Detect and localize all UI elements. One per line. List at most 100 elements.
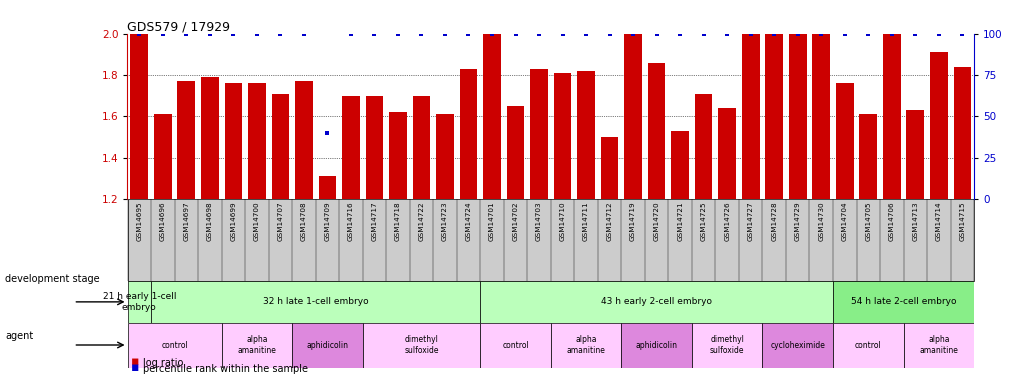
Bar <box>127 322 221 368</box>
Bar <box>151 281 480 322</box>
Bar <box>764 34 783 199</box>
Text: percentile rank within the sample: percentile rank within the sample <box>143 364 308 374</box>
Text: GSM14703: GSM14703 <box>536 201 541 241</box>
Bar <box>294 81 313 199</box>
Bar <box>550 322 621 368</box>
Bar <box>811 34 829 199</box>
Bar <box>291 322 363 368</box>
Bar <box>761 322 833 368</box>
Bar <box>953 67 970 199</box>
Bar <box>741 34 759 199</box>
Text: 32 h late 1-cell embryo: 32 h late 1-cell embryo <box>263 297 368 306</box>
Bar <box>621 322 691 368</box>
Bar <box>224 83 242 199</box>
Bar <box>130 34 148 199</box>
Bar <box>413 96 430 199</box>
Text: aphidicolin: aphidicolin <box>635 340 677 350</box>
Bar <box>271 94 289 199</box>
Text: GSM14722: GSM14722 <box>418 201 424 241</box>
Bar <box>480 322 550 368</box>
Text: GSM14695: GSM14695 <box>137 201 142 241</box>
Text: agent: agent <box>5 331 34 340</box>
Bar <box>365 96 383 199</box>
Text: GSM14708: GSM14708 <box>301 201 307 241</box>
Text: alpha
amanitine: alpha amanitine <box>567 335 605 355</box>
Text: ▪: ▪ <box>130 361 139 374</box>
Text: GSM14715: GSM14715 <box>959 201 964 241</box>
Bar <box>882 34 900 199</box>
Text: control: control <box>161 340 187 350</box>
Text: aphidicolin: aphidicolin <box>306 340 348 350</box>
Bar <box>363 322 480 368</box>
Bar <box>624 34 641 199</box>
Text: GSM14719: GSM14719 <box>630 201 636 241</box>
Text: control: control <box>854 340 880 350</box>
Bar <box>318 176 336 199</box>
Bar <box>483 34 500 199</box>
Text: development stage: development stage <box>5 274 100 284</box>
Bar <box>903 322 973 368</box>
Bar <box>691 322 761 368</box>
Text: alpha
amanitine: alpha amanitine <box>237 335 276 355</box>
Text: GSM14718: GSM14718 <box>394 201 400 241</box>
Text: cycloheximide: cycloheximide <box>769 340 824 350</box>
Bar <box>341 96 360 199</box>
Bar <box>553 73 571 199</box>
Text: GSM14702: GSM14702 <box>512 201 518 241</box>
Text: GSM14714: GSM14714 <box>934 201 941 241</box>
Bar <box>836 83 853 199</box>
Text: GSM14730: GSM14730 <box>817 201 823 241</box>
Bar <box>577 71 594 199</box>
Text: dimethyl
sulfoxide: dimethyl sulfoxide <box>709 335 744 355</box>
Text: log ratio: log ratio <box>143 358 183 368</box>
Bar <box>154 114 171 199</box>
Text: dimethyl
sulfoxide: dimethyl sulfoxide <box>404 335 438 355</box>
Bar <box>388 112 407 199</box>
Bar <box>506 106 524 199</box>
Text: GSM14700: GSM14700 <box>254 201 260 241</box>
Bar <box>694 94 712 199</box>
Bar <box>859 114 876 199</box>
Text: ▪: ▪ <box>130 355 139 368</box>
Bar <box>530 69 547 199</box>
Bar <box>600 137 618 199</box>
Bar <box>201 77 218 199</box>
Text: 43 h early 2-cell embryo: 43 h early 2-cell embryo <box>600 297 711 306</box>
Bar <box>671 131 688 199</box>
Text: GSM14710: GSM14710 <box>559 201 565 241</box>
Text: GSM14717: GSM14717 <box>371 201 377 241</box>
Text: GSM14701: GSM14701 <box>488 201 494 241</box>
Text: GSM14709: GSM14709 <box>324 201 330 241</box>
Text: GSM14723: GSM14723 <box>441 201 447 241</box>
Text: 21 h early 1-cell
embryo: 21 h early 1-cell embryo <box>102 292 176 312</box>
Text: GSM14705: GSM14705 <box>864 201 870 241</box>
Bar <box>221 322 291 368</box>
Text: GSM14707: GSM14707 <box>277 201 283 241</box>
Text: GSM14726: GSM14726 <box>723 201 730 241</box>
Text: 54 h late 2-cell embryo: 54 h late 2-cell embryo <box>850 297 956 306</box>
Bar <box>177 81 195 199</box>
Bar <box>788 34 806 199</box>
Text: GSM14697: GSM14697 <box>183 201 190 241</box>
Text: GSM14699: GSM14699 <box>230 201 236 241</box>
Text: alpha
amanitine: alpha amanitine <box>918 335 957 355</box>
Text: GSM14725: GSM14725 <box>700 201 706 241</box>
Text: GSM14728: GSM14728 <box>770 201 776 241</box>
Text: GSM14720: GSM14720 <box>653 201 659 241</box>
Text: GSM14712: GSM14712 <box>606 201 612 241</box>
Bar <box>906 110 923 199</box>
Text: control: control <box>501 340 529 350</box>
Bar <box>833 322 903 368</box>
Bar <box>833 281 973 322</box>
Bar <box>127 281 151 322</box>
Bar <box>480 281 833 322</box>
Text: GSM14698: GSM14698 <box>207 201 213 241</box>
Text: GSM14696: GSM14696 <box>160 201 166 241</box>
Text: GDS579 / 17929: GDS579 / 17929 <box>127 21 230 34</box>
Bar <box>717 108 736 199</box>
Bar <box>929 53 947 199</box>
Text: GSM14716: GSM14716 <box>347 201 354 241</box>
Bar <box>647 63 664 199</box>
Text: GSM14727: GSM14727 <box>747 201 753 241</box>
Text: GSM14721: GSM14721 <box>677 201 683 241</box>
